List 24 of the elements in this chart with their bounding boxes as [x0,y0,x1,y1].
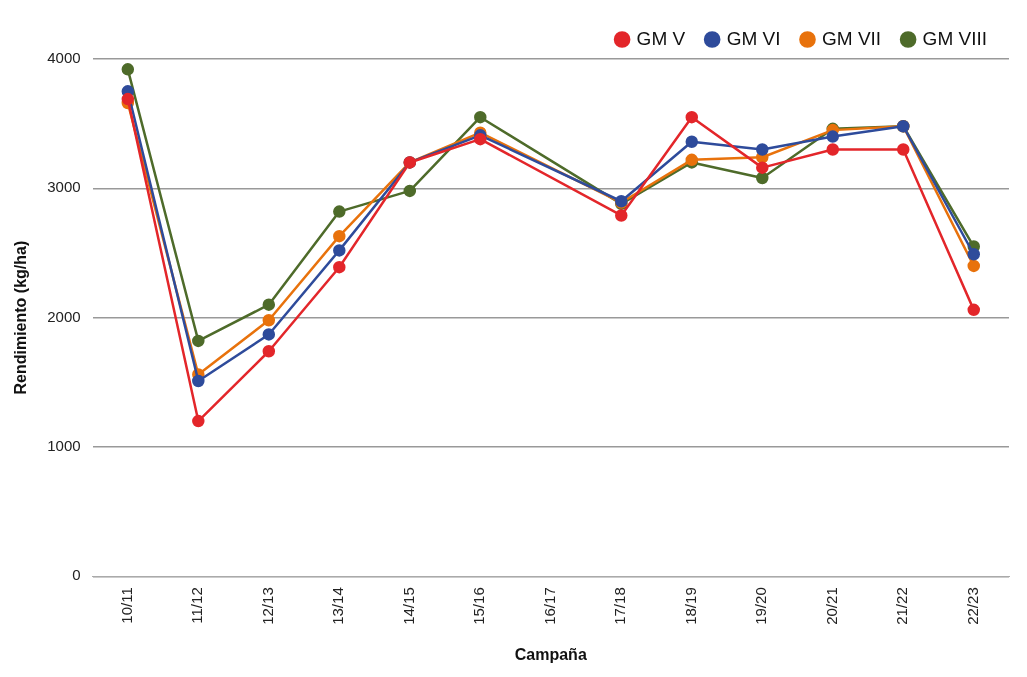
legend-label: GM VIII [922,27,988,49]
y-tick-label: 3000 [47,178,81,196]
x-tick-label: 17/18 [611,587,629,625]
x-tick-label: 22/23 [963,587,981,625]
x-tick-label: 20/21 [822,587,840,625]
x-tick-label: 14/15 [399,587,417,625]
y-tick-label: 1000 [47,437,81,455]
x-tick-label: 19/20 [752,587,770,625]
x-tick-label: 13/14 [329,587,347,625]
y-tick-label: 2000 [47,307,81,325]
x-tick-label: 16/17 [540,587,558,625]
x-tick-label: 10/11 [117,587,135,624]
legend-label: GM V [636,27,686,49]
x-tick-label: 12/13 [258,587,276,625]
x-tick-label: 11/12 [188,587,206,624]
x-axis-title: Campaña [514,645,587,663]
y-tick-label: 0 [72,566,81,584]
x-tick-label: 15/16 [470,587,488,625]
legend-label: GM VII [821,27,882,49]
legend-label: GM VI [726,27,781,49]
x-tick-label: 21/22 [893,587,911,625]
x-tick-label: 18/19 [681,587,699,625]
y-axis-title: Rendimiento (kg/ha) [12,240,30,395]
y-tick-label: 4000 [47,49,81,67]
